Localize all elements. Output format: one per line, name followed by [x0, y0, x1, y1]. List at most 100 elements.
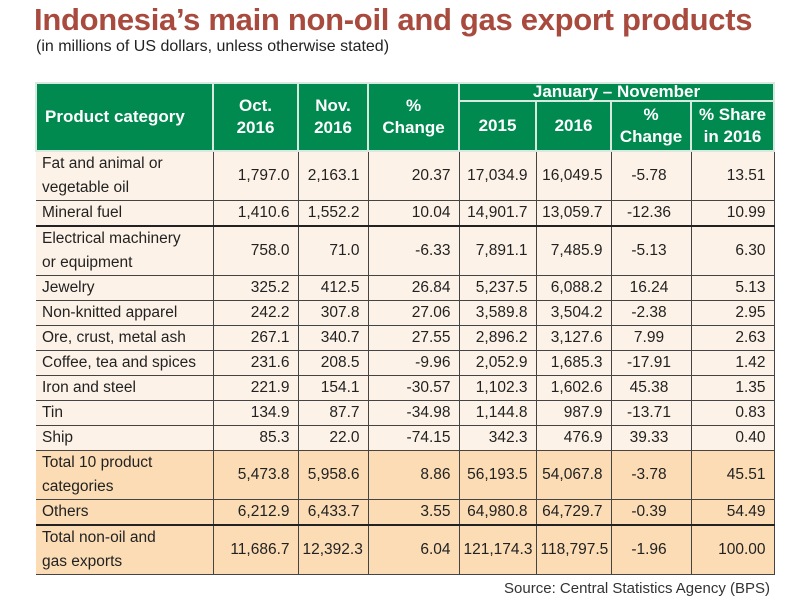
- product-category: Iron and steel: [36, 375, 214, 401]
- value-cell: 758.0: [212, 225, 299, 276]
- value-cell: -0.39: [610, 499, 692, 526]
- source-note: Source: Central Statistics Agency (BPS): [504, 580, 770, 597]
- value-cell: 5.13: [690, 275, 775, 301]
- value-cell: 71.0: [297, 225, 369, 276]
- product-category: Jewelry: [36, 275, 214, 301]
- value-cell: 56,193.5: [458, 450, 537, 500]
- page-title: Indonesia’s main non-oil and gas export …: [34, 2, 753, 37]
- value-cell: -1.96: [610, 524, 692, 575]
- value-cell: 27.06: [367, 300, 460, 326]
- header-share: % Share in 2016: [690, 100, 775, 152]
- value-cell: 1.42: [690, 350, 775, 376]
- value-cell: 16.24: [610, 275, 692, 301]
- value-cell: 45.38: [610, 375, 692, 401]
- product-category: Total non-oil and gas exports: [36, 524, 214, 575]
- product-category: Non-knitted apparel: [36, 300, 214, 326]
- header-product: Product category: [35, 82, 214, 152]
- value-cell: 87.7: [297, 400, 369, 426]
- value-cell: 85.3: [212, 425, 299, 451]
- value-cell: 325.2: [212, 275, 299, 301]
- value-cell: 45.51: [690, 450, 775, 500]
- value-cell: 22.0: [297, 425, 369, 451]
- value-cell: 13,059.7: [535, 200, 612, 227]
- value-cell: 7.99: [610, 325, 692, 351]
- product-category: Coffee, tea and spices: [36, 350, 214, 376]
- value-cell: 12,392.3: [297, 524, 369, 575]
- value-cell: -74.15: [367, 425, 460, 451]
- product-category: Electrical machinery or equipment: [36, 225, 214, 276]
- subtitle: (in millions of US dollars, unless other…: [36, 38, 390, 55]
- value-cell: 342.3: [458, 425, 537, 451]
- table-row: Others 6,212.9 6,433.7 3.55 64,980.8 64,729.7…: [36, 499, 775, 526]
- value-cell: 134.9: [212, 400, 299, 426]
- value-cell: 8.86: [367, 450, 460, 500]
- value-cell: 10.04: [367, 200, 460, 227]
- value-cell: 1,144.8: [458, 400, 537, 426]
- value-cell: 987.9: [535, 400, 612, 426]
- value-cell: -13.71: [610, 400, 692, 426]
- value-cell: -12.36: [610, 200, 692, 227]
- value-cell: 412.5: [297, 275, 369, 301]
- value-cell: 26.84: [367, 275, 460, 301]
- product-category: Others: [36, 499, 214, 526]
- product-category: Fat and animal or vegetable oil: [36, 150, 214, 201]
- value-cell: 17,034.9: [458, 150, 537, 201]
- header-group: January – November: [458, 82, 775, 102]
- value-cell: 11,686.7: [212, 524, 299, 575]
- value-cell: 1,797.0: [212, 150, 299, 201]
- product-category: Total 10 product categories: [36, 450, 214, 500]
- value-cell: -3.78: [610, 450, 692, 500]
- table-row: Ship 85.3 22.0 -74.15 342.3 476.9 39.33 0.40: [36, 425, 775, 451]
- value-cell: 208.5: [297, 350, 369, 376]
- value-cell: 64,729.7: [535, 499, 612, 526]
- value-cell: 54.49: [690, 499, 775, 526]
- value-cell: 6,433.7: [297, 499, 369, 526]
- value-cell: 13.51: [690, 150, 775, 201]
- value-cell: -17.91: [610, 350, 692, 376]
- table-row: Ore, crust, metal ash 267.1 340.7 27.55 2,89…: [36, 325, 775, 351]
- value-cell: -5.78: [610, 150, 692, 201]
- table-row: Tin 134.9 87.7 -34.98 1,144.8 987.9 -13.71 0.83: [36, 400, 775, 426]
- value-cell: 2.63: [690, 325, 775, 351]
- value-cell: 267.1: [212, 325, 299, 351]
- value-cell: 2,052.9: [458, 350, 537, 376]
- value-cell: 1,410.6: [212, 200, 299, 227]
- value-cell: 2,163.1: [297, 150, 369, 201]
- value-cell: 5,237.5: [458, 275, 537, 301]
- value-cell: 1.35: [690, 375, 775, 401]
- table-row: Electrical machinery or equipment 758.0 71.…: [36, 225, 775, 276]
- value-cell: 54,067.8: [535, 450, 612, 500]
- value-cell: -6.33: [367, 225, 460, 276]
- value-cell: 2.95: [690, 300, 775, 326]
- value-cell: 5,958.6: [297, 450, 369, 500]
- value-cell: -5.13: [610, 225, 692, 276]
- value-cell: 20.37: [367, 150, 460, 201]
- value-cell: -34.98: [367, 400, 460, 426]
- value-cell: 7,485.9: [535, 225, 612, 276]
- value-cell: 154.1: [297, 375, 369, 401]
- value-cell: 27.55: [367, 325, 460, 351]
- value-cell: 1,552.2: [297, 200, 369, 227]
- value-cell: 7,891.1: [458, 225, 537, 276]
- value-cell: 476.9: [535, 425, 612, 451]
- header-nov: Nov. 2016: [297, 82, 369, 152]
- header-2015: 2015: [458, 100, 537, 152]
- value-cell: 0.83: [690, 400, 775, 426]
- value-cell: 1,102.3: [458, 375, 537, 401]
- header-2016: 2016: [535, 100, 612, 152]
- value-cell: 6,212.9: [212, 499, 299, 526]
- table-row: Mineral fuel 1,410.6 1,552.2 10.04 14,901.7 1…: [36, 200, 775, 227]
- product-category: Ore, crust, metal ash: [36, 325, 214, 351]
- table-row: Iron and steel 221.9 154.1 -30.57 1,102.3 1,6…: [36, 375, 775, 401]
- table-row: Fat and animal or vegetable oil 1,797.0 2,1…: [36, 150, 775, 201]
- value-cell: 6,088.2: [535, 275, 612, 301]
- value-cell: 3,127.6: [535, 325, 612, 351]
- value-cell: 3,589.8: [458, 300, 537, 326]
- value-cell: 64,980.8: [458, 499, 537, 526]
- product-category: Tin: [36, 400, 214, 426]
- value-cell: 5,473.8: [212, 450, 299, 500]
- header-change-ytd: % Change: [610, 100, 692, 152]
- value-cell: 10.99: [690, 200, 775, 227]
- table-row: Coffee, tea and spices 231.6 208.5 -9.96 2,0…: [36, 350, 775, 376]
- value-cell: 121,174.3: [458, 524, 537, 575]
